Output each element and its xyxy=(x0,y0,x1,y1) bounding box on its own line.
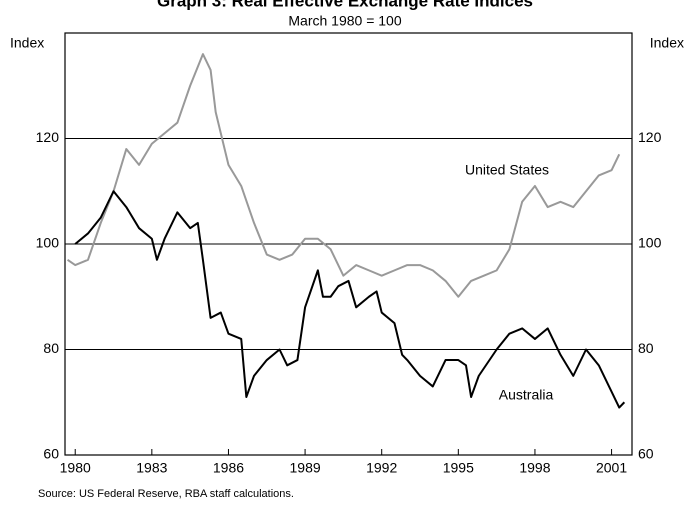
series-line xyxy=(74,190,626,409)
y-tick-label: 100 xyxy=(36,235,60,251)
series-label: Australia xyxy=(499,387,554,403)
y2-tick-label: 120 xyxy=(638,129,662,145)
x-tick-label: 1989 xyxy=(290,460,321,476)
y-tick-label: 60 xyxy=(43,446,59,462)
series-label: United States xyxy=(465,162,549,178)
y2-tick-label: 60 xyxy=(638,446,654,462)
x-tick-label: 1998 xyxy=(519,460,550,476)
x-tick-label: 1986 xyxy=(213,460,244,476)
chart-subtitle: March 1980 = 100 xyxy=(288,13,401,29)
x-tick-label: 1995 xyxy=(443,460,474,476)
plot-frame xyxy=(64,32,633,456)
y2-axis-label: Index xyxy=(650,35,684,51)
y2-tick-label: 80 xyxy=(638,340,654,356)
x-tick-label: 1980 xyxy=(60,460,91,476)
y-axis-label: Index xyxy=(10,35,44,51)
y-tick-label: 80 xyxy=(43,340,59,356)
y-tick-label: 120 xyxy=(36,129,60,145)
source-note: Source: US Federal Reserve, RBA staff ca… xyxy=(38,488,294,500)
x-tick-label: 1983 xyxy=(136,460,167,476)
series-line xyxy=(66,53,621,298)
chart-title: Graph 3: Real Effective Exchange Rate In… xyxy=(157,0,533,10)
x-tick-label: 2001 xyxy=(596,460,627,476)
x-tick-label: 1992 xyxy=(366,460,397,476)
y2-tick-label: 100 xyxy=(638,235,662,251)
